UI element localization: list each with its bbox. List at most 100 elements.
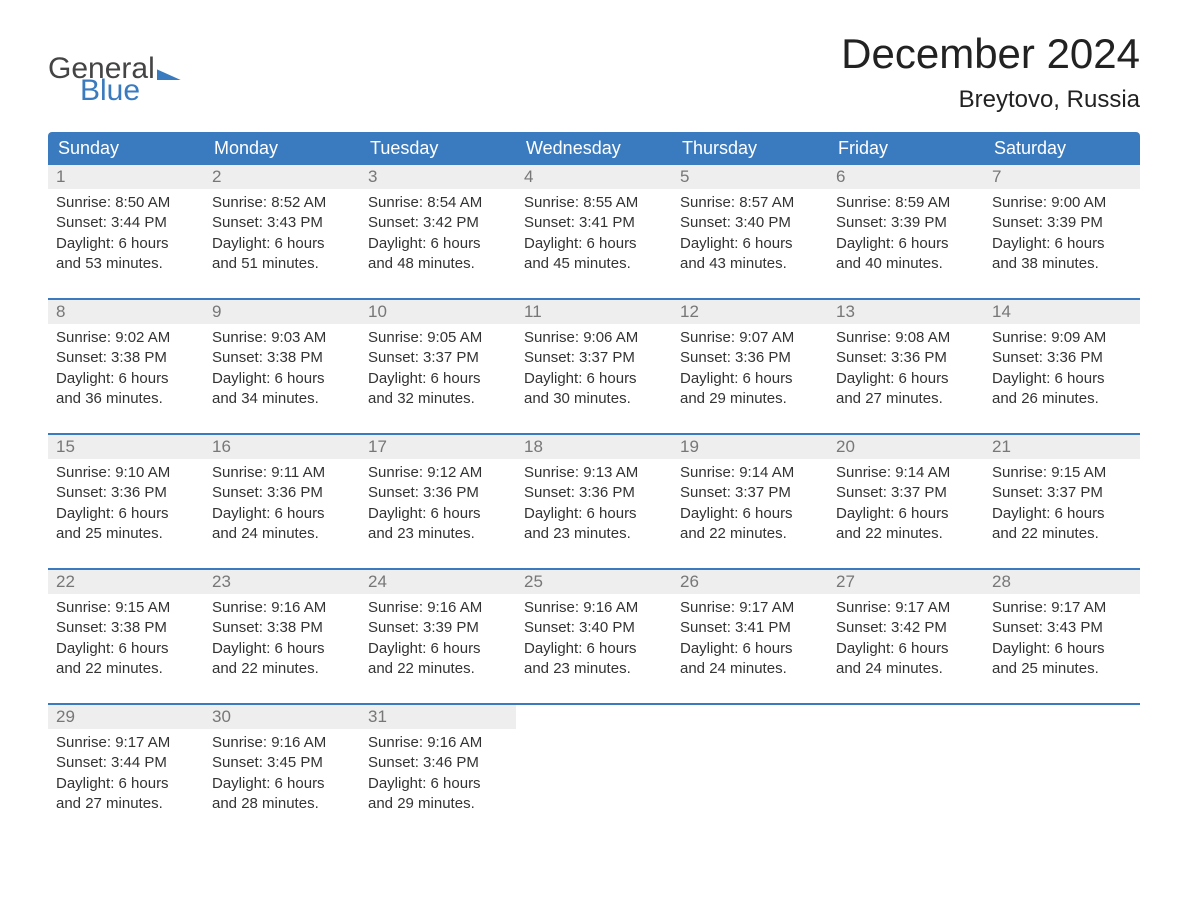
sunrise-line: Sunrise: 9:17 AM (992, 598, 1132, 618)
day-cell: 28Sunrise: 9:17 AMSunset: 3:43 PMDayligh… (984, 570, 1140, 689)
day-content: Sunrise: 9:17 AMSunset: 3:44 PMDaylight:… (48, 729, 204, 824)
sunset-line: Sunset: 3:39 PM (992, 213, 1132, 233)
daylight-line: Daylight: 6 hours and 23 minutes. (368, 504, 508, 545)
day-number: 22 (48, 570, 204, 594)
sunset-line: Sunset: 3:40 PM (680, 213, 820, 233)
sunrise-line: Sunrise: 9:15 AM (56, 598, 196, 618)
weeks-container: 1Sunrise: 8:50 AMSunset: 3:44 PMDaylight… (48, 165, 1140, 824)
day-content: Sunrise: 9:08 AMSunset: 3:36 PMDaylight:… (828, 324, 984, 419)
day-number: 25 (516, 570, 672, 594)
day-cell: 23Sunrise: 9:16 AMSunset: 3:38 PMDayligh… (204, 570, 360, 689)
day-content: Sunrise: 8:50 AMSunset: 3:44 PMDaylight:… (48, 189, 204, 284)
daylight-line: Daylight: 6 hours and 27 minutes. (56, 774, 196, 815)
day-content: Sunrise: 9:02 AMSunset: 3:38 PMDaylight:… (48, 324, 204, 419)
sunrise-line: Sunrise: 9:14 AM (836, 463, 976, 483)
day-content: Sunrise: 9:11 AMSunset: 3:36 PMDaylight:… (204, 459, 360, 554)
day-cell: 12Sunrise: 9:07 AMSunset: 3:36 PMDayligh… (672, 300, 828, 419)
location: Breytovo, Russia (841, 86, 1140, 114)
sunrise-line: Sunrise: 9:08 AM (836, 328, 976, 348)
day-content: Sunrise: 9:17 AMSunset: 3:43 PMDaylight:… (984, 594, 1140, 689)
day-number: 20 (828, 435, 984, 459)
day-content: Sunrise: 8:54 AMSunset: 3:42 PMDaylight:… (360, 189, 516, 284)
sunset-line: Sunset: 3:44 PM (56, 213, 196, 233)
sunrise-line: Sunrise: 9:02 AM (56, 328, 196, 348)
daylight-line: Daylight: 6 hours and 32 minutes. (368, 369, 508, 410)
sunrise-line: Sunrise: 8:50 AM (56, 193, 196, 213)
day-cell: 14Sunrise: 9:09 AMSunset: 3:36 PMDayligh… (984, 300, 1140, 419)
weekday-saturday: Saturday (984, 132, 1140, 165)
title-block: December 2024 Breytovo, Russia (841, 30, 1140, 114)
day-content: Sunrise: 9:16 AMSunset: 3:46 PMDaylight:… (360, 729, 516, 824)
day-number: 5 (672, 165, 828, 189)
month-title: December 2024 (841, 30, 1140, 78)
sunrise-line: Sunrise: 9:11 AM (212, 463, 352, 483)
day-content: Sunrise: 9:16 AMSunset: 3:40 PMDaylight:… (516, 594, 672, 689)
sunset-line: Sunset: 3:38 PM (212, 348, 352, 368)
day-cell: 11Sunrise: 9:06 AMSunset: 3:37 PMDayligh… (516, 300, 672, 419)
day-cell: 5Sunrise: 8:57 AMSunset: 3:40 PMDaylight… (672, 165, 828, 284)
daylight-line: Daylight: 6 hours and 36 minutes. (56, 369, 196, 410)
day-number: 11 (516, 300, 672, 324)
daylight-line: Daylight: 6 hours and 40 minutes. (836, 234, 976, 275)
day-number: 24 (360, 570, 516, 594)
day-number: 1 (48, 165, 204, 189)
sunset-line: Sunset: 3:37 PM (836, 483, 976, 503)
daylight-line: Daylight: 6 hours and 22 minutes. (212, 639, 352, 680)
sunset-line: Sunset: 3:42 PM (368, 213, 508, 233)
day-number: 29 (48, 705, 204, 729)
daylight-line: Daylight: 6 hours and 22 minutes. (680, 504, 820, 545)
day-number: 14 (984, 300, 1140, 324)
sunrise-line: Sunrise: 9:16 AM (524, 598, 664, 618)
sunset-line: Sunset: 3:38 PM (56, 348, 196, 368)
day-content: Sunrise: 9:00 AMSunset: 3:39 PMDaylight:… (984, 189, 1140, 284)
day-cell: 10Sunrise: 9:05 AMSunset: 3:37 PMDayligh… (360, 300, 516, 419)
day-content: Sunrise: 9:17 AMSunset: 3:42 PMDaylight:… (828, 594, 984, 689)
daylight-line: Daylight: 6 hours and 27 minutes. (836, 369, 976, 410)
sunset-line: Sunset: 3:36 PM (368, 483, 508, 503)
weekday-friday: Friday (828, 132, 984, 165)
day-cell (828, 705, 984, 824)
sunset-line: Sunset: 3:36 PM (524, 483, 664, 503)
week-row: 15Sunrise: 9:10 AMSunset: 3:36 PMDayligh… (48, 433, 1140, 554)
day-cell: 24Sunrise: 9:16 AMSunset: 3:39 PMDayligh… (360, 570, 516, 689)
daylight-line: Daylight: 6 hours and 23 minutes. (524, 504, 664, 545)
daylight-line: Daylight: 6 hours and 51 minutes. (212, 234, 352, 275)
day-cell: 16Sunrise: 9:11 AMSunset: 3:36 PMDayligh… (204, 435, 360, 554)
daylight-line: Daylight: 6 hours and 22 minutes. (56, 639, 196, 680)
header: General Blue December 2024 Breytovo, Rus… (48, 30, 1140, 114)
sunrise-line: Sunrise: 9:17 AM (680, 598, 820, 618)
daylight-line: Daylight: 6 hours and 24 minutes. (836, 639, 976, 680)
day-number: 21 (984, 435, 1140, 459)
day-content: Sunrise: 9:14 AMSunset: 3:37 PMDaylight:… (828, 459, 984, 554)
sunset-line: Sunset: 3:36 PM (56, 483, 196, 503)
day-cell: 15Sunrise: 9:10 AMSunset: 3:36 PMDayligh… (48, 435, 204, 554)
day-cell: 19Sunrise: 9:14 AMSunset: 3:37 PMDayligh… (672, 435, 828, 554)
sunset-line: Sunset: 3:36 PM (212, 483, 352, 503)
daylight-line: Daylight: 6 hours and 22 minutes. (368, 639, 508, 680)
sunrise-line: Sunrise: 8:57 AM (680, 193, 820, 213)
week-row: 1Sunrise: 8:50 AMSunset: 3:44 PMDaylight… (48, 165, 1140, 284)
day-number: 3 (360, 165, 516, 189)
day-number: 27 (828, 570, 984, 594)
daylight-line: Daylight: 6 hours and 30 minutes. (524, 369, 664, 410)
day-cell: 9Sunrise: 9:03 AMSunset: 3:38 PMDaylight… (204, 300, 360, 419)
sunrise-line: Sunrise: 9:12 AM (368, 463, 508, 483)
sunrise-line: Sunrise: 9:16 AM (212, 733, 352, 753)
daylight-line: Daylight: 6 hours and 23 minutes. (524, 639, 664, 680)
sunset-line: Sunset: 3:40 PM (524, 618, 664, 638)
sunrise-line: Sunrise: 9:10 AM (56, 463, 196, 483)
sunrise-line: Sunrise: 8:52 AM (212, 193, 352, 213)
sunset-line: Sunset: 3:44 PM (56, 753, 196, 773)
sunset-line: Sunset: 3:36 PM (680, 348, 820, 368)
sunset-line: Sunset: 3:45 PM (212, 753, 352, 773)
day-cell: 18Sunrise: 9:13 AMSunset: 3:36 PMDayligh… (516, 435, 672, 554)
day-number: 30 (204, 705, 360, 729)
sunrise-line: Sunrise: 9:17 AM (56, 733, 196, 753)
day-content: Sunrise: 9:13 AMSunset: 3:36 PMDaylight:… (516, 459, 672, 554)
day-content: Sunrise: 9:12 AMSunset: 3:36 PMDaylight:… (360, 459, 516, 554)
daylight-line: Daylight: 6 hours and 24 minutes. (680, 639, 820, 680)
day-content: Sunrise: 9:07 AMSunset: 3:36 PMDaylight:… (672, 324, 828, 419)
daylight-line: Daylight: 6 hours and 29 minutes. (368, 774, 508, 815)
sunset-line: Sunset: 3:37 PM (680, 483, 820, 503)
daylight-line: Daylight: 6 hours and 34 minutes. (212, 369, 352, 410)
